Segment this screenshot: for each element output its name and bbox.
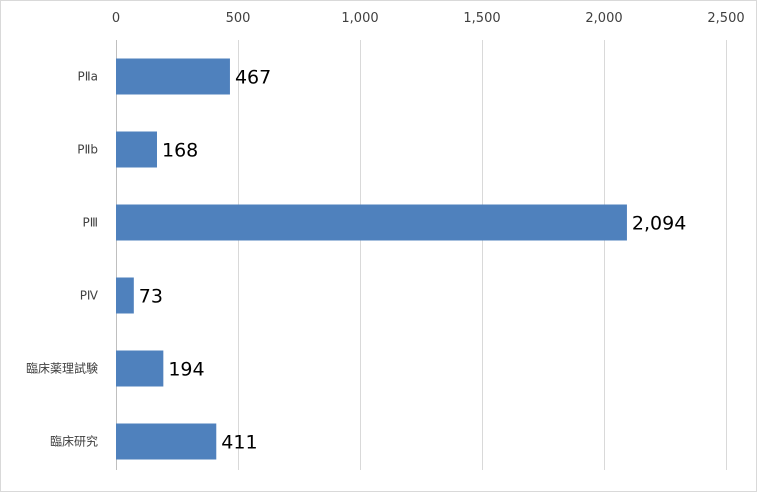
data-labels: 467 168 2,094 73 194 411: [139, 67, 687, 454]
bar: [116, 350, 164, 387]
data-label: 411: [221, 432, 257, 454]
category-label: 臨床薬理試験: [26, 361, 98, 376]
bar: [116, 204, 627, 241]
x-tick-label: 500: [226, 11, 251, 26]
category-label: PⅢ: [82, 216, 98, 230]
category-label: PⅡa: [78, 70, 99, 84]
data-label: 168: [162, 140, 198, 162]
bar: [116, 131, 157, 168]
gridlines: [116, 40, 727, 470]
x-tick-label: 0: [112, 11, 120, 26]
bar: [116, 277, 134, 314]
data-label: 73: [139, 286, 163, 308]
category-label: PⅣ: [80, 289, 98, 303]
category-label: 臨床研究: [50, 434, 98, 449]
x-tick-label: 2,500: [707, 11, 744, 26]
data-label: 467: [235, 67, 271, 89]
data-label: 194: [168, 359, 204, 381]
x-tick-label: 1,000: [341, 11, 378, 26]
bar: [116, 58, 230, 95]
category-label: PⅡb: [77, 143, 98, 157]
bar: [116, 423, 217, 460]
data-label: 2,094: [632, 213, 686, 235]
x-axis-ticks: 0 500 1,000 1,500 2,000 2,500: [112, 11, 745, 26]
x-tick-label: 2,000: [585, 11, 622, 26]
bars: [116, 58, 627, 460]
x-tick-label: 1,500: [463, 11, 500, 26]
